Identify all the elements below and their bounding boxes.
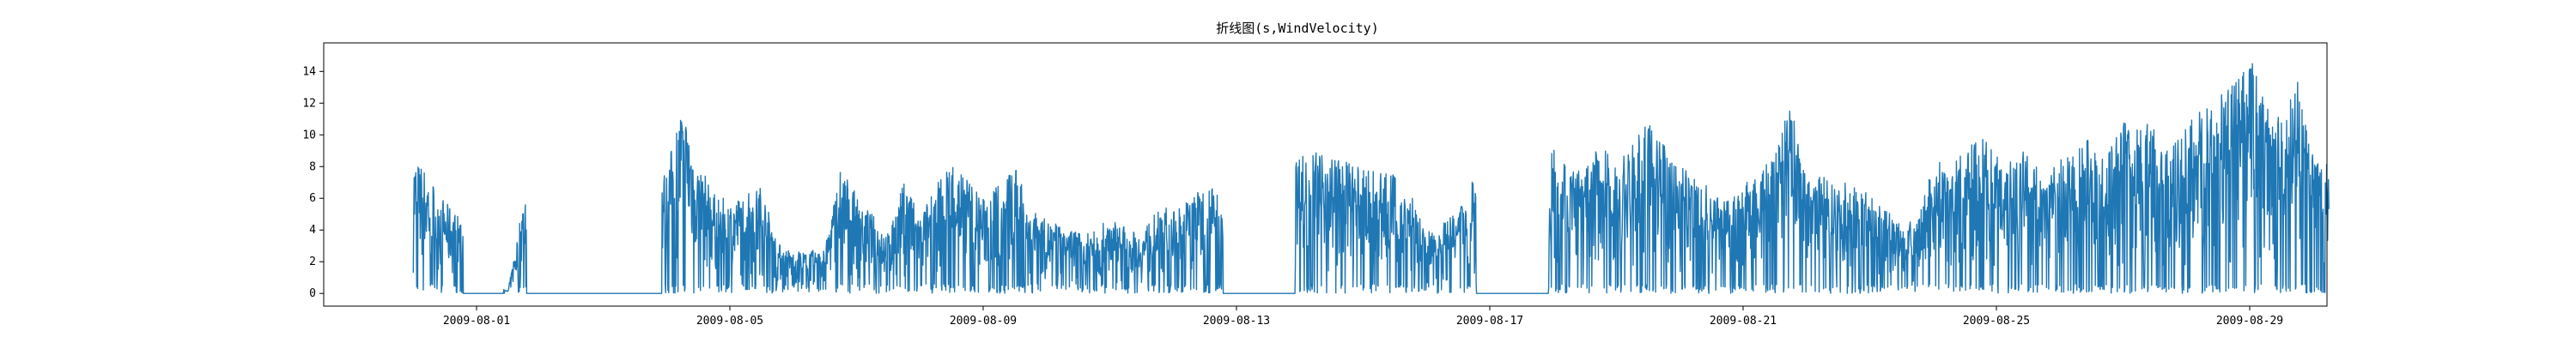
x-tick-label: 2009-08-17	[1456, 315, 1523, 328]
x-axis: 2009-08-01 2009-08-05 2009-08-09 2009-08-13…	[443, 306, 2283, 328]
x-tick-label: 2009-08-01	[443, 315, 510, 328]
y-tick-label: 6	[309, 192, 316, 205]
x-tick-label: 2009-08-21	[1710, 315, 1777, 328]
y-tick-label: 8	[309, 160, 316, 173]
series-line	[412, 63, 2330, 294]
y-tick-label: 0	[309, 287, 316, 300]
x-tick-label: 2009-08-05	[696, 315, 763, 328]
x-tick-label: 2009-08-25	[1963, 315, 2030, 328]
x-tick-label: 2009-08-09	[950, 315, 1017, 328]
series-wind-velocity	[412, 63, 2330, 294]
x-tick-label: 2009-08-29	[2216, 315, 2283, 328]
chart-title: 折线图(s,WindVelocity)	[1216, 21, 1379, 36]
y-tick-label: 12	[302, 97, 316, 110]
y-axis: 0 2 4 6 8 10 12 14	[302, 65, 324, 300]
y-tick-label: 4	[309, 224, 316, 237]
y-tick-label: 2	[309, 256, 316, 268]
x-tick-label: 2009-08-13	[1203, 315, 1270, 328]
y-tick-label: 14	[302, 65, 316, 78]
plot-frame	[323, 42, 2328, 307]
y-tick-label: 10	[302, 129, 316, 141]
